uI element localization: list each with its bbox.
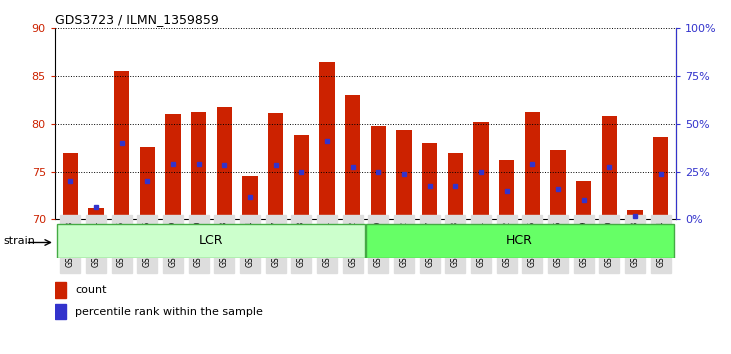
Bar [345, 95, 360, 219]
Bar [653, 137, 668, 219]
Bar [268, 113, 284, 219]
Bar [114, 72, 129, 219]
Bar [191, 113, 206, 219]
Bar [165, 114, 181, 219]
Bar [319, 62, 335, 219]
Bar [447, 153, 463, 219]
Text: HCR: HCR [506, 234, 533, 247]
Bar [140, 147, 155, 219]
Bar [216, 107, 232, 219]
Bar [499, 160, 515, 219]
Bar [366, 224, 673, 258]
Bar [396, 130, 412, 219]
Bar [63, 153, 78, 219]
Text: strain: strain [4, 236, 36, 246]
Bar [88, 208, 104, 219]
Text: count: count [75, 285, 107, 296]
Bar [371, 126, 386, 219]
Bar [55, 282, 66, 298]
Bar [525, 113, 540, 219]
Bar [474, 122, 489, 219]
Bar [550, 150, 566, 219]
Bar [58, 224, 366, 258]
Text: percentile rank within the sample: percentile rank within the sample [75, 307, 263, 317]
Bar [602, 116, 617, 219]
Bar [294, 135, 309, 219]
Bar [627, 210, 643, 219]
Bar [576, 181, 591, 219]
Bar [242, 177, 257, 219]
Text: LCR: LCR [199, 234, 224, 247]
Text: GDS3723 / ILMN_1359859: GDS3723 / ILMN_1359859 [55, 13, 219, 26]
Bar [55, 304, 66, 319]
Bar [422, 143, 437, 219]
